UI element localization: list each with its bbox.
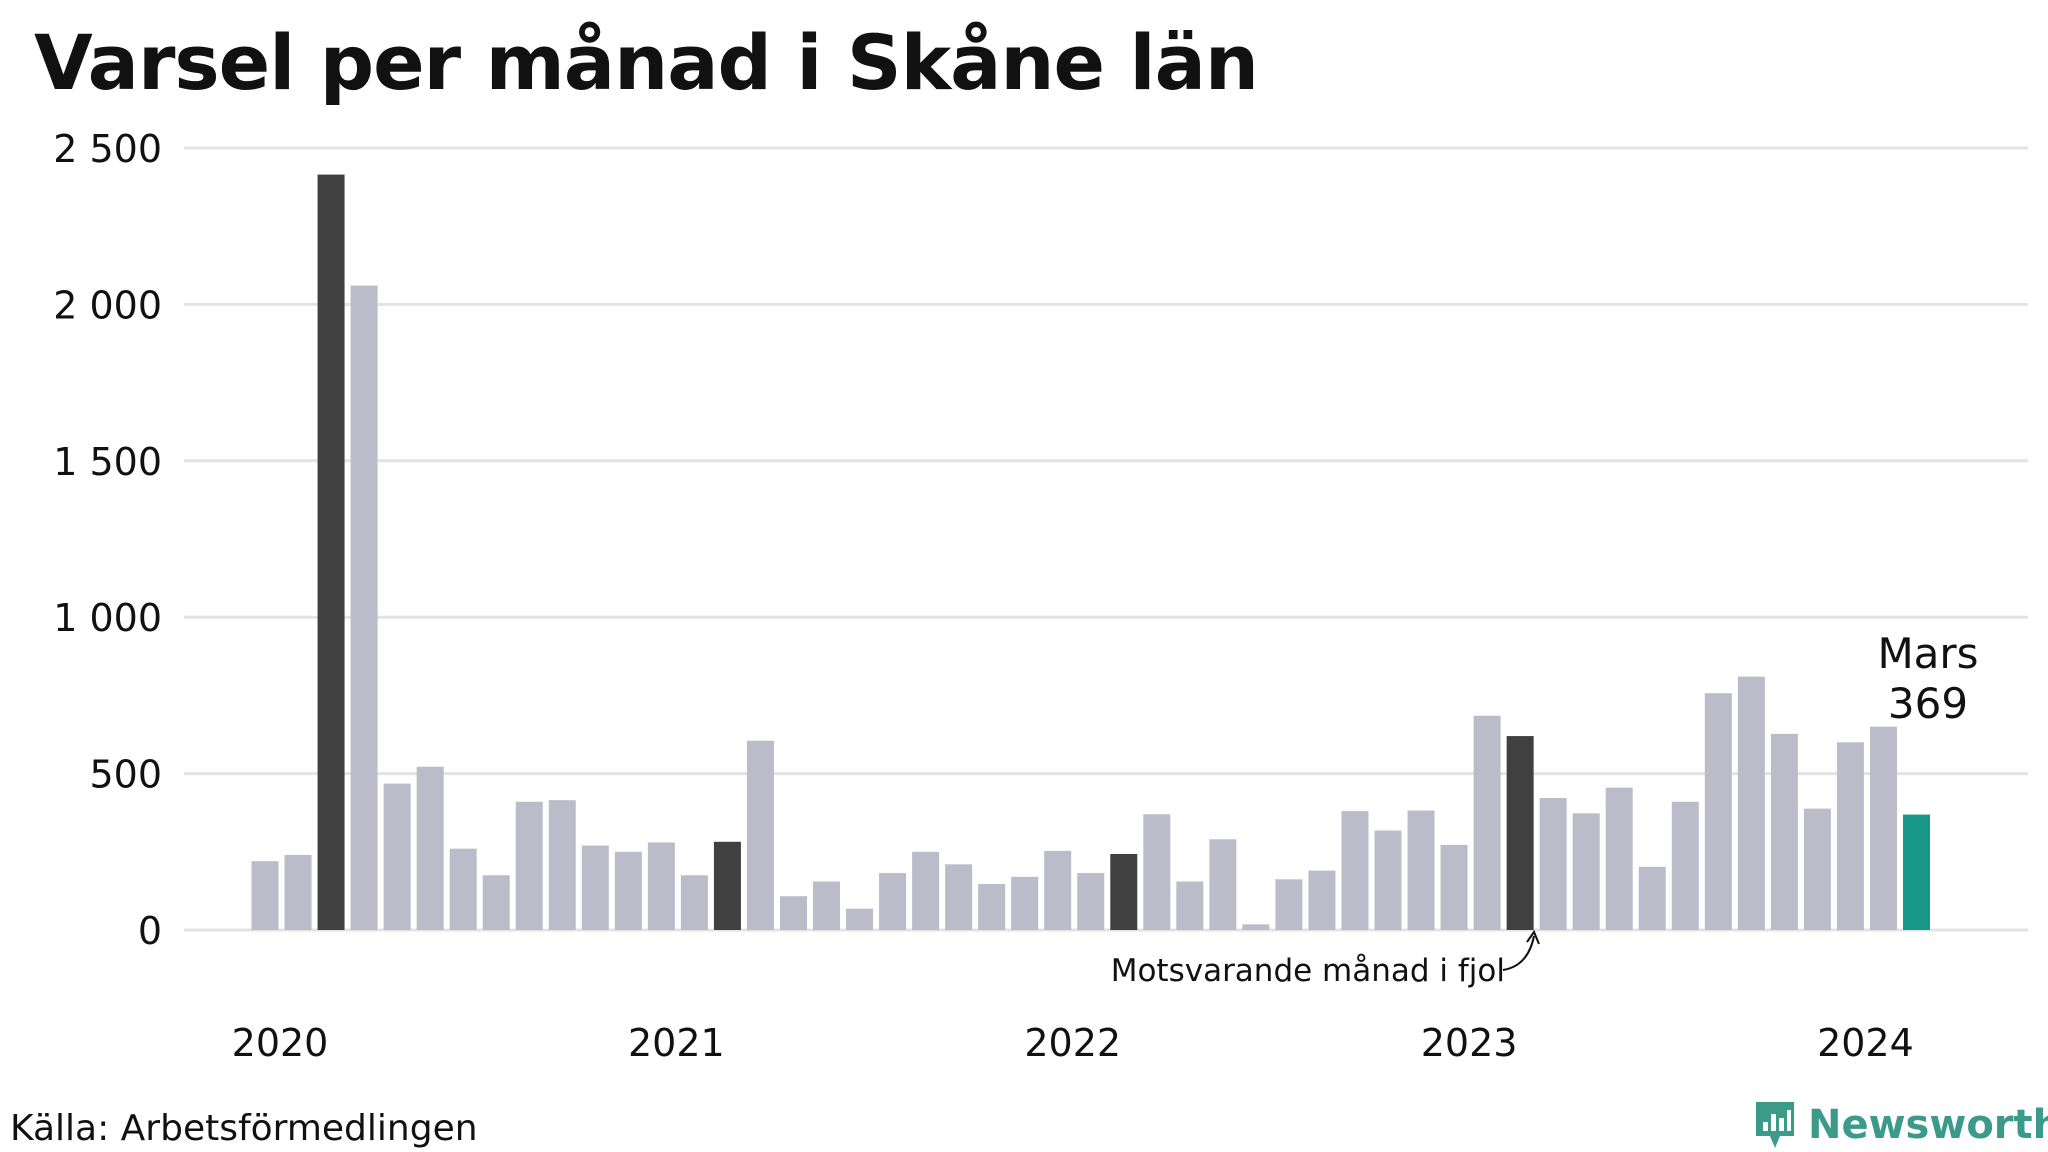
bar-2020-09 [515, 801, 543, 930]
y-tick-label: 500 [89, 753, 162, 797]
bars [251, 174, 1930, 931]
bar-2023-04 [1539, 797, 1567, 930]
y-tick-label: 1 000 [53, 596, 162, 640]
x-year-label: 2023 [1421, 1021, 1518, 1065]
bar-2023-03 [1506, 736, 1534, 930]
bar-2020-05 [383, 783, 411, 930]
bar-2024-03 [1903, 814, 1930, 930]
bar-2020-06 [416, 766, 444, 930]
bar-2020-11 [581, 845, 609, 930]
bar-2024-02 [1869, 726, 1897, 930]
bar-2023-08 [1671, 801, 1699, 930]
same-month-arrow [1502, 935, 1535, 971]
bar-2021-07 [846, 908, 874, 930]
chart-title: Varsel per månad i Skåne län [34, 18, 1259, 107]
y-tick-label: 2 000 [53, 283, 162, 327]
bar-2023-10 [1737, 676, 1765, 930]
same-month-note: Motsvarande månad i fjol [1111, 953, 1505, 989]
annotations: Mars 369 Motsvarande månad i fjol [1111, 629, 1979, 989]
latest-value-label: 369 [1888, 679, 1968, 728]
bar-2023-12 [1803, 808, 1831, 930]
bar-2020-08 [482, 875, 510, 930]
bar-2022-11 [1374, 830, 1402, 930]
bar-2021-04 [746, 740, 774, 930]
bar-2023-02 [1473, 715, 1501, 930]
brand-logo: Newsworthy [1752, 1098, 2048, 1152]
bar-2021-02 [680, 875, 708, 930]
bar-2023-11 [1770, 733, 1798, 930]
bar-2022-08 [1275, 879, 1303, 930]
bar-2023-05 [1572, 813, 1600, 930]
y-tick-label: 0 [138, 909, 162, 953]
bar-2021-11 [978, 884, 1006, 930]
bar-2022-04 [1143, 814, 1171, 930]
bar-2022-09 [1308, 870, 1336, 930]
same-month-arrowhead [1526, 929, 1540, 945]
bar-2023-07 [1638, 866, 1666, 930]
x-axis-year-labels: 2020 2021 2022 2023 2024 [232, 1021, 1914, 1065]
x-year-label: 2020 [232, 1021, 329, 1065]
source-label: Källa: Arbetsförmedlingen [10, 1108, 478, 1149]
y-axis-tick-labels: 0 500 1 000 1 500 2 000 2 500 [53, 127, 162, 953]
bar-2022-05 [1176, 881, 1204, 930]
bar-2022-03 [1110, 853, 1138, 930]
bar-2020-03 [317, 174, 345, 930]
bar-2020-07 [449, 848, 477, 930]
bar-2021-12 [1011, 876, 1039, 930]
y-tick-label: 1 500 [53, 440, 162, 484]
brand-name: Newsworthy [1808, 1102, 2048, 1148]
bar-2022-12 [1407, 810, 1435, 930]
bar-2023-09 [1704, 693, 1732, 930]
bar-2021-01 [647, 842, 675, 930]
bar-2020-01 [251, 861, 279, 930]
bar-2021-08 [879, 873, 907, 930]
bar-2020-10 [548, 800, 576, 930]
bar-2020-02 [284, 854, 312, 930]
bar-2020-04 [350, 285, 378, 931]
bar-2024-01 [1836, 742, 1864, 930]
bar-2022-02 [1077, 873, 1105, 930]
bar-2021-05 [779, 896, 807, 930]
bar-2021-09 [912, 851, 940, 930]
y-tick-label: 2 500 [53, 127, 162, 171]
bar-2022-06 [1209, 839, 1237, 930]
bar-2021-03 [713, 841, 741, 930]
x-year-label: 2021 [628, 1021, 725, 1065]
bar-2023-01 [1440, 844, 1468, 930]
bar-2021-06 [813, 881, 841, 930]
bar-2022-07 [1242, 924, 1270, 930]
bar-2023-06 [1605, 787, 1633, 930]
x-year-label: 2022 [1024, 1021, 1121, 1065]
x-year-label: 2024 [1817, 1021, 1914, 1065]
bar-2021-10 [945, 864, 973, 930]
latest-month-label: Mars [1877, 629, 1978, 678]
bar-2022-01 [1044, 850, 1072, 930]
newsworthy-logo-icon [1756, 1102, 1794, 1148]
bar-2020-12 [614, 851, 642, 930]
bar-2022-10 [1341, 811, 1369, 930]
